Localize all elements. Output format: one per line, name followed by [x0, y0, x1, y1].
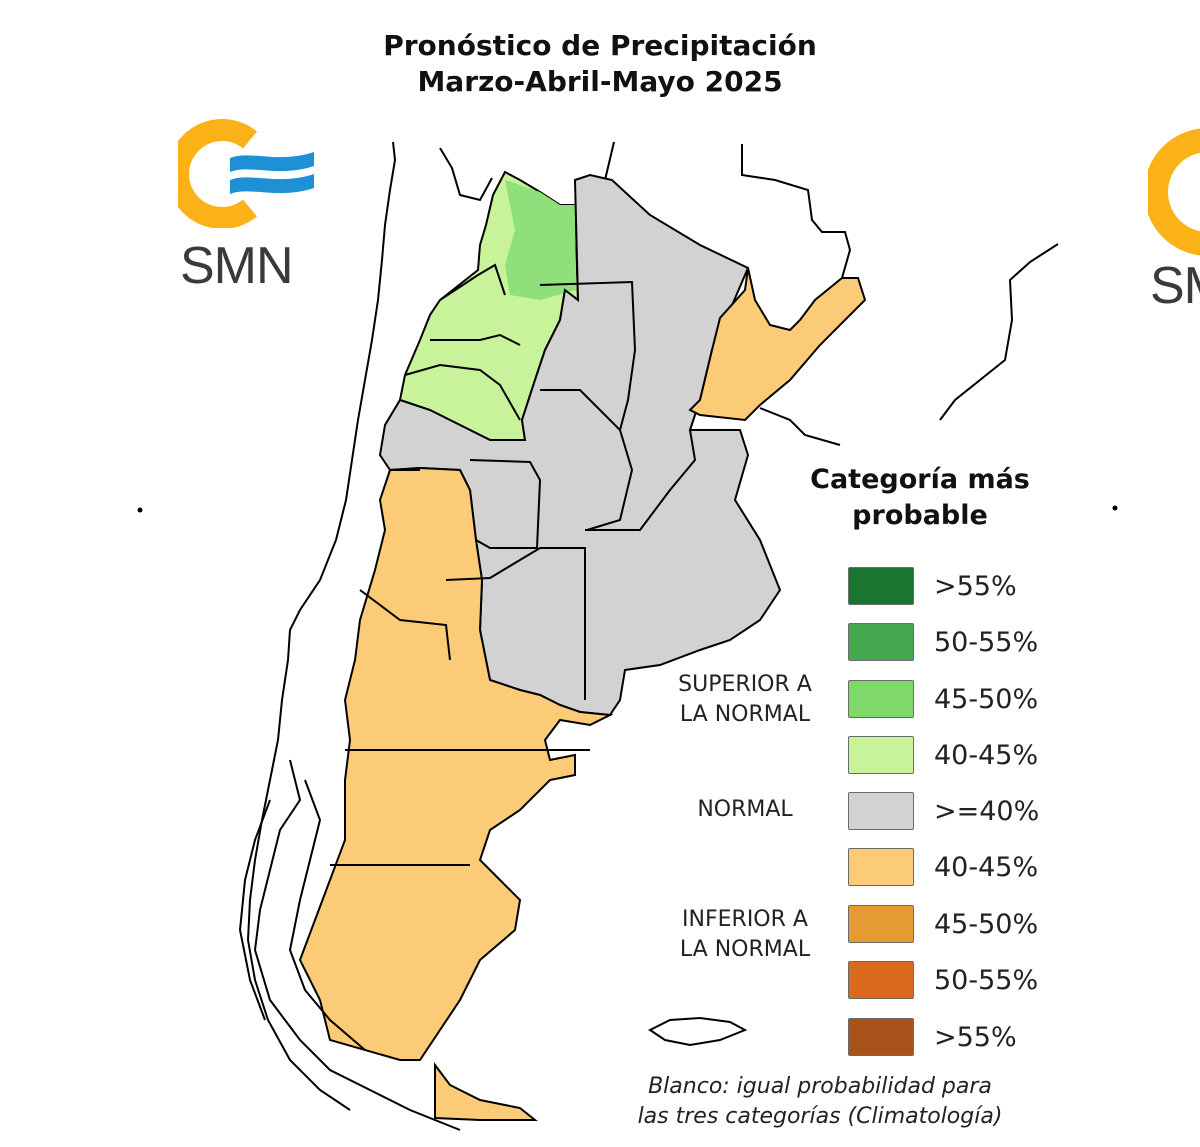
map-title: Pronóstico de Precipitación Marzo-Abril-…: [0, 28, 1200, 100]
legend-group-inferior: INFERIOR A LA NORMAL: [679, 907, 811, 962]
falkland-islands: [648, 1016, 748, 1047]
smn-logo-cropped-text: SMN: [1150, 257, 1200, 315]
region-noa-core: [505, 180, 576, 300]
uruguay-coast: [939, 243, 1059, 421]
legend-item-inferior-55plus: >55%: [848, 1017, 1017, 1057]
smn-logo-text: SMN: [180, 237, 294, 295]
legend-swatch: [848, 848, 914, 886]
legend-item-inferior-40-45: 40-45%: [848, 847, 1038, 887]
smn-logo-icon: [178, 119, 314, 228]
chile-archipelago: [238, 759, 461, 1131]
province-borders: [330, 263, 697, 866]
region-litoral-inferior: [688, 267, 867, 422]
smn-logo-cropped-icon: [1148, 128, 1200, 256]
legend-item-superior-55plus: >55%: [848, 566, 1017, 606]
legend-item-inferior-50-55: 50-55%: [848, 960, 1038, 1000]
paraguay-border: [604, 141, 615, 181]
legend-swatch: [848, 736, 914, 774]
bolivia-border: [439, 147, 493, 202]
legend-item-superior-40-45: 40-45%: [848, 735, 1038, 775]
legend-swatch: [848, 961, 914, 999]
legend-swatch: [848, 792, 914, 830]
legend-item-superior-50-55: 50-55%: [848, 622, 1038, 662]
legend-swatch: [848, 623, 914, 661]
legend-swatch: [848, 567, 914, 605]
legend-item-superior-45-50: 45-50%: [848, 679, 1038, 719]
region-tierra-del-fuego: [434, 1062, 538, 1121]
legend-swatch: [848, 1018, 914, 1056]
legend-item-inferior-45-50: 45-50%: [848, 904, 1038, 944]
legend-swatch: [848, 905, 914, 943]
legend-item-normal: >=40%: [848, 791, 1039, 831]
region-patagonia-inferior: [298, 466, 614, 1061]
title-line-1: Pronóstico de Precipitación: [383, 29, 817, 62]
legend-swatch: [848, 680, 914, 718]
chile-coastline: [246, 141, 397, 1111]
title-line-2: Marzo-Abril-Mayo 2025: [417, 65, 783, 98]
brazil-border: [741, 144, 852, 279]
island-dot: [1112, 505, 1118, 511]
legend-title: Categoría más probable: [810, 464, 1030, 531]
legend-footnote: Blanco: igual probabilidad para las tres…: [637, 1074, 1003, 1129]
uruguay-border: [759, 407, 841, 446]
legend-group-superior: SUPERIOR A LA NORMAL: [678, 672, 812, 727]
island-dot: [137, 507, 143, 513]
legend-group-normal: NORMAL: [697, 797, 793, 822]
